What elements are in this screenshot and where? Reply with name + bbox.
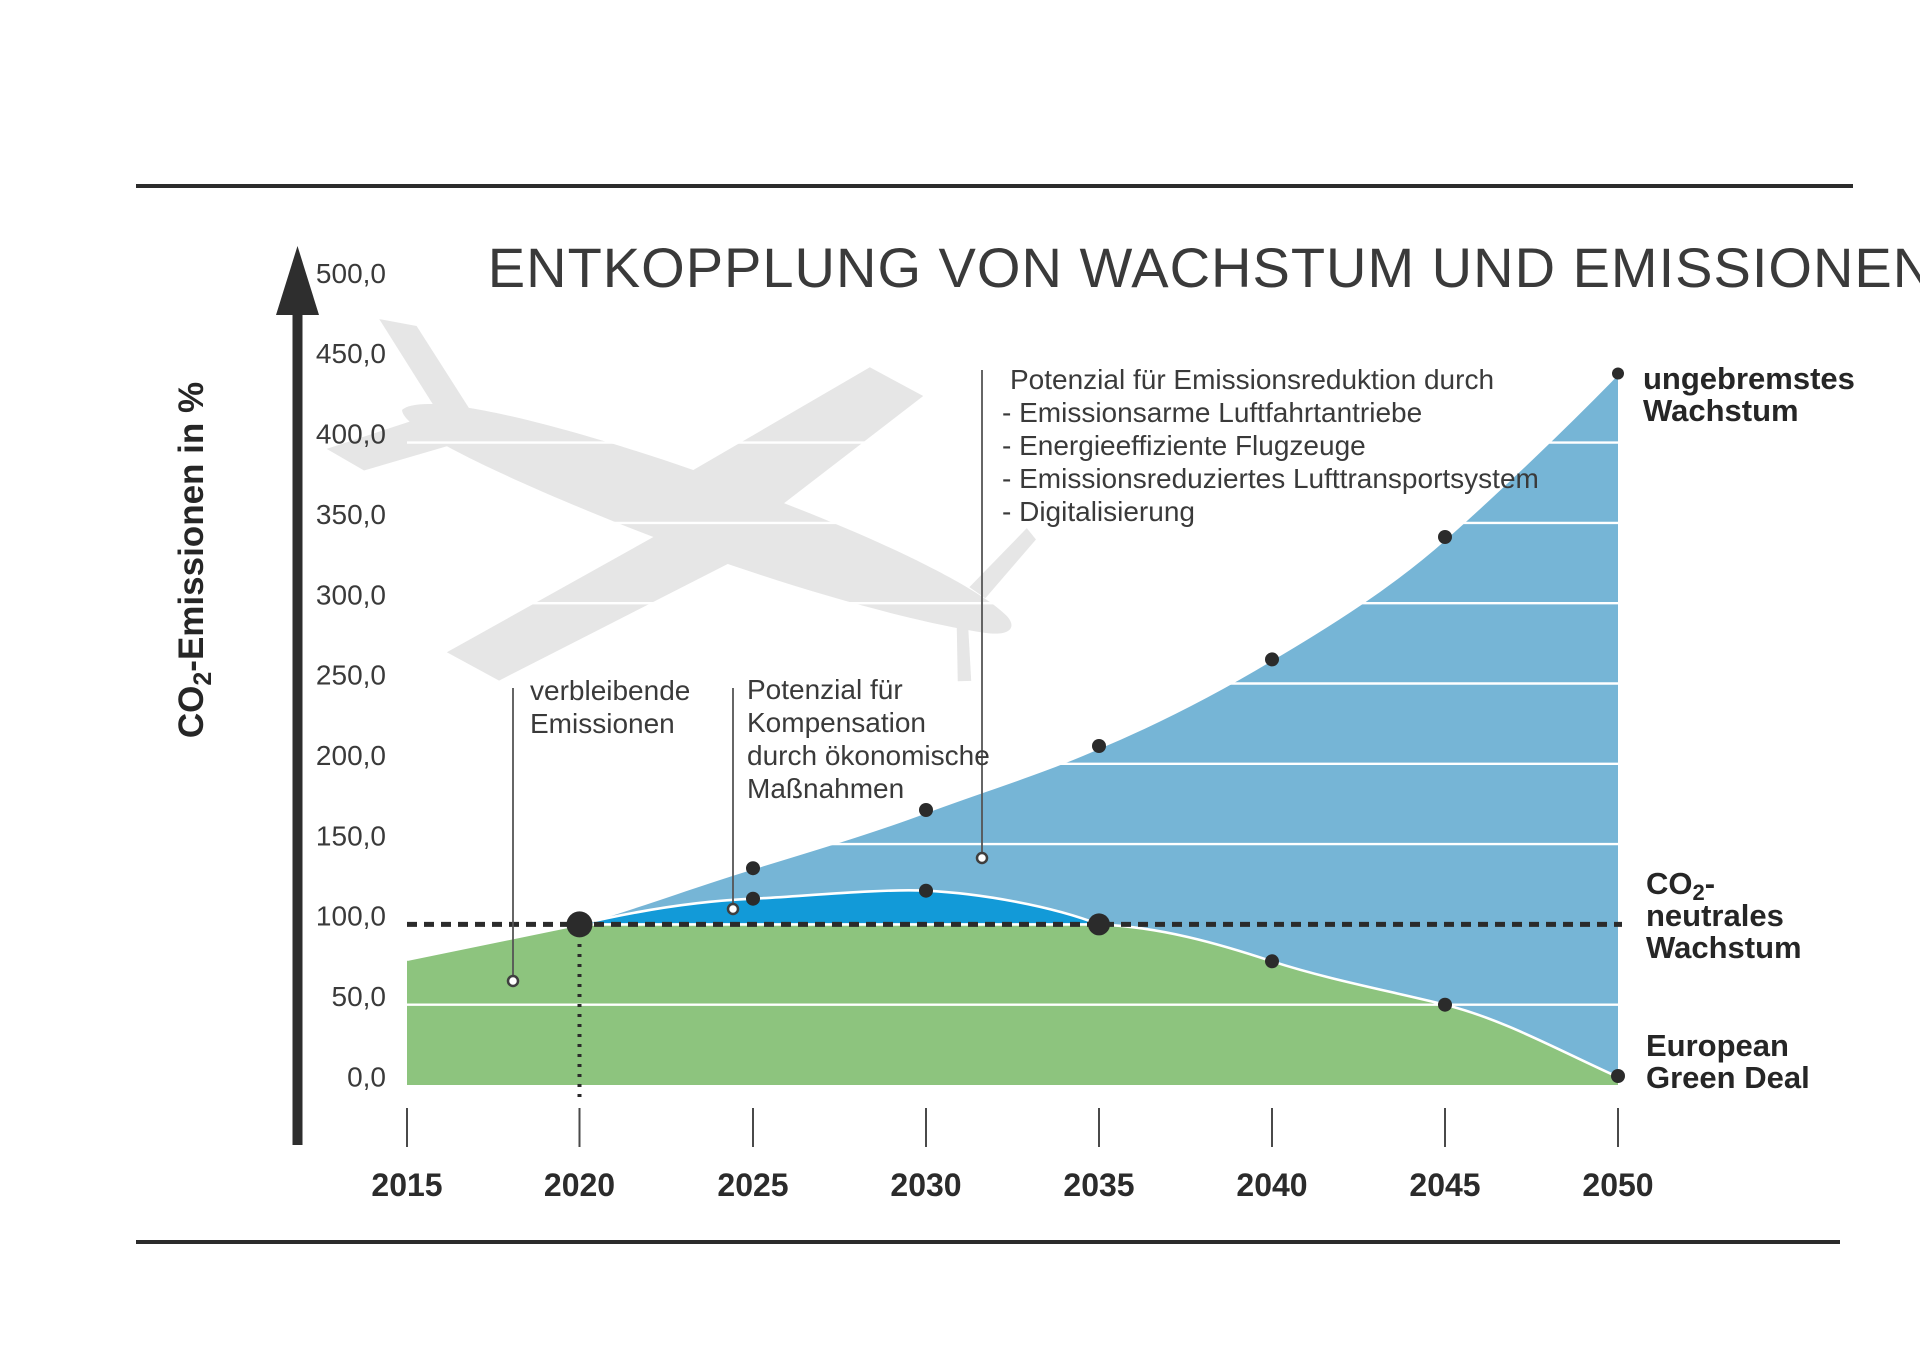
x-tick-label: 2030 — [890, 1167, 961, 1203]
x-tick-label: 2025 — [717, 1167, 788, 1203]
y-tick-label: 500,0 — [316, 258, 386, 289]
y-tick-label: 150,0 — [316, 820, 386, 851]
data-point — [1265, 652, 1279, 667]
svg-text:European: European — [1646, 1028, 1789, 1063]
area-ungebremstes-wachstum — [579, 373, 1618, 1077]
x-tick-labels: 2015 2020 2025 2030 2035 2040 2045 2050 — [371, 1167, 1653, 1203]
svg-text:Maßnahmen: Maßnahmen — [747, 773, 904, 804]
svg-text:Wachstum: Wachstum — [1646, 930, 1802, 965]
data-point — [919, 803, 933, 817]
svg-text:CO2-: CO2- — [1646, 866, 1715, 905]
x-tick-label: 2040 — [1236, 1167, 1307, 1203]
y-tick-label: 300,0 — [316, 579, 386, 610]
data-point — [746, 891, 760, 906]
data-point — [1438, 530, 1452, 544]
x-tick-label: 2050 — [1582, 1167, 1653, 1203]
svg-text:- Digitalisierung: - Digitalisierung — [1002, 496, 1195, 527]
data-point — [919, 883, 933, 898]
series-label-european-green-deal: European Green Deal — [1646, 1028, 1810, 1095]
data-point — [746, 861, 760, 876]
svg-text:Potenzial für Emissionsredukti: Potenzial für Emissionsreduktion durch — [1010, 364, 1494, 395]
y-axis-title: CO2-Emissionen in % — [172, 382, 217, 738]
area-kompensation — [579, 890, 1099, 925]
x-tick-marks — [406, 1108, 1619, 1147]
svg-text:durch ökonomische: durch ökonomische — [747, 740, 990, 771]
data-points — [566, 367, 1625, 1083]
y-tick-label: 0,0 — [347, 1061, 386, 1092]
y-axis-arrow — [276, 246, 319, 1145]
x-tick-label: 2035 — [1063, 1167, 1134, 1203]
data-point-2020-large — [566, 911, 593, 938]
svg-text:ungebremstes: ungebremstes — [1643, 361, 1855, 396]
annotation-pointers — [512, 370, 983, 975]
y-tick-label: 50,0 — [332, 981, 387, 1012]
svg-text:- Emissionsreduziertes Lufttra: - Emissionsreduziertes Lufttransportsyst… — [1002, 463, 1539, 494]
svg-text:verbleibende: verbleibende — [530, 675, 690, 706]
annotation-verbleibende-emissionen: verbleibende Emissionen — [530, 675, 690, 739]
data-point — [1092, 739, 1106, 753]
data-point — [1612, 367, 1624, 380]
data-point — [1265, 954, 1279, 969]
svg-text:Emissionen: Emissionen — [530, 708, 675, 739]
svg-text:neutrales: neutrales — [1646, 898, 1784, 933]
chart-title: ENTKOPPLUNG VON WACHSTUM UND EMISSIONEN — [488, 236, 1920, 299]
annotation-emissionsreduktion: Potenzial für Emissionsreduktion durch -… — [1002, 364, 1539, 527]
svg-text:Green Deal: Green Deal — [1646, 1060, 1810, 1095]
airplane-watermark-icon — [326, 319, 1036, 682]
series-label-co2-neutrales-wachstum: CO2- neutrales Wachstum — [1646, 866, 1802, 965]
svg-text:Potenzial für: Potenzial für — [747, 674, 903, 705]
series-label-ungebremstes-wachstum: ungebremstes Wachstum — [1643, 361, 1855, 428]
annotation-kompensation: Potenzial für Kompensation durch ökonomi… — [747, 674, 990, 804]
y-tick-label: 450,0 — [316, 338, 386, 369]
y-tick-label: 200,0 — [316, 740, 386, 771]
y-tick-labels: 500,0 450,0 400,0 350,0 300,0 250,0 200,… — [316, 258, 386, 1093]
y-tick-label: 100,0 — [316, 901, 386, 932]
y-tick-label: 400,0 — [316, 419, 386, 450]
gridlines — [407, 441, 1618, 1006]
data-point — [1611, 1069, 1625, 1083]
x-tick-label: 2020 — [544, 1167, 615, 1203]
svg-text:Kompensation: Kompensation — [747, 707, 926, 738]
svg-text:- Energieeffiziente Flugzeuge: - Energieeffiziente Flugzeuge — [1002, 430, 1366, 461]
svg-text:- Emissionsarme Luftfahrtantri: - Emissionsarme Luftfahrtantriebe — [1002, 397, 1422, 428]
svg-text:Wachstum: Wachstum — [1643, 393, 1799, 428]
x-tick-label: 2045 — [1409, 1167, 1480, 1203]
x-tick-label: 2015 — [371, 1167, 442, 1203]
y-tick-label: 350,0 — [316, 499, 386, 530]
y-tick-label: 250,0 — [316, 660, 386, 691]
data-point — [1438, 997, 1452, 1012]
annotation-pointer-ends — [506, 851, 989, 988]
data-point-2035-large — [1088, 913, 1110, 936]
